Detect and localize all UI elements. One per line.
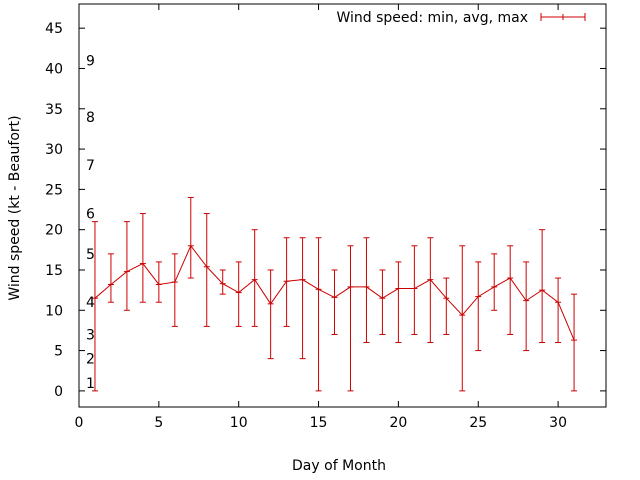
x-tick-label: 30	[549, 415, 567, 431]
y-tick-label: 15	[45, 263, 63, 279]
beaufort-label: 4	[86, 295, 95, 311]
x-axis-label: Day of Month	[292, 458, 386, 474]
x-tick-label: 0	[75, 415, 84, 431]
x-tick-label: 25	[469, 415, 487, 431]
beaufort-label: 8	[86, 110, 95, 126]
x-tick-label: 20	[389, 415, 407, 431]
y-tick-label: 40	[45, 61, 63, 77]
beaufort-label: 5	[86, 247, 95, 263]
beaufort-label: 7	[86, 158, 95, 174]
series-marks	[91, 196, 578, 392]
y-tick-label: 25	[45, 182, 63, 198]
x-tick-label: 15	[310, 415, 328, 431]
y-tick-label: 35	[45, 102, 63, 118]
y-tick-label: 20	[45, 223, 63, 239]
y-axis-label: Wind speed (kt - Beaufort)	[7, 115, 23, 300]
y-tick-label: 30	[45, 142, 63, 158]
legend-label: Wind speed: min, avg, max	[336, 10, 528, 26]
y-tick-label: 5	[54, 344, 63, 360]
x-tick-label: 10	[230, 415, 248, 431]
plot-frame	[78, 3, 607, 408]
beaufort-label: 2	[86, 352, 95, 368]
x-tick-label: 5	[154, 415, 163, 431]
beaufort-scale-labels: 1 2 3 4 5 6 7 8 9	[86, 53, 95, 391]
y-tick-label: 0	[54, 384, 63, 400]
y-tick-label: 45	[45, 21, 63, 37]
y-tick-label: 10	[45, 303, 63, 319]
legend: Wind speed: min, avg, max	[336, 10, 586, 26]
beaufort-label: 3	[86, 327, 95, 343]
beaufort-label: 9	[86, 53, 95, 69]
beaufort-label: 1	[86, 376, 95, 392]
beaufort-label: 6	[86, 207, 95, 223]
